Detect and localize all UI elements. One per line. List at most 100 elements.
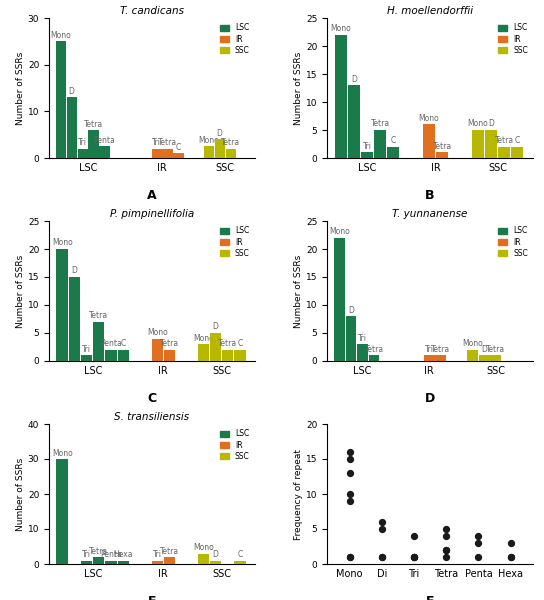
Bar (174, 154, 183, 158)
Bar (423, 124, 435, 158)
Text: Tri: Tri (425, 345, 434, 354)
Bar (369, 355, 380, 361)
Point (474, 552, 483, 562)
Text: Tetra: Tetra (432, 142, 452, 151)
Text: D: D (69, 87, 75, 96)
Title: T. candicans: T. candicans (120, 6, 184, 16)
Bar (335, 35, 347, 158)
Point (345, 447, 354, 457)
Bar (226, 149, 236, 158)
Text: Tetra: Tetra (160, 547, 179, 556)
Bar (479, 355, 490, 361)
Text: D: D (71, 266, 77, 275)
Point (410, 552, 418, 562)
Bar (57, 249, 68, 361)
Point (410, 531, 418, 541)
Bar (472, 130, 484, 158)
Bar (498, 147, 510, 158)
Bar (203, 146, 214, 158)
Point (442, 545, 450, 555)
Point (506, 552, 515, 562)
Point (345, 468, 354, 478)
Point (506, 538, 515, 548)
Text: Tri: Tri (363, 142, 372, 151)
Legend: LSC, IR, SSC: LSC, IR, SSC (496, 22, 529, 56)
Text: Penta: Penta (100, 339, 122, 348)
Text: Tetra: Tetra (364, 345, 384, 354)
Bar (152, 149, 162, 158)
Bar (467, 350, 478, 361)
Bar (485, 130, 497, 158)
Y-axis label: Number of SSRs: Number of SSRs (294, 52, 303, 125)
Bar (89, 130, 98, 158)
Point (474, 531, 483, 541)
Text: A: A (147, 189, 157, 202)
Bar (348, 85, 360, 158)
Text: Tri: Tri (82, 345, 91, 354)
Text: Mono: Mono (462, 339, 483, 348)
Bar (106, 350, 117, 361)
Bar (210, 333, 221, 361)
Point (442, 524, 450, 534)
Bar (435, 355, 446, 361)
Bar (69, 277, 80, 361)
Bar (57, 459, 68, 564)
Y-axis label: Number of SSRs: Number of SSRs (16, 457, 25, 530)
Point (345, 454, 354, 464)
Point (474, 538, 483, 548)
Text: Tetra: Tetra (486, 345, 505, 354)
Bar (106, 560, 117, 564)
Bar (151, 338, 163, 361)
Bar (164, 350, 175, 361)
Bar (100, 146, 109, 158)
Text: Tetra: Tetra (89, 547, 108, 556)
Point (345, 552, 354, 562)
Bar (118, 350, 129, 361)
Text: C: C (121, 339, 126, 348)
Point (410, 552, 418, 562)
Text: Mono: Mono (51, 31, 71, 40)
Text: Tetra: Tetra (494, 136, 514, 145)
Text: B: B (425, 189, 435, 202)
Text: C: C (176, 143, 181, 152)
Point (442, 545, 450, 555)
Text: Mono: Mono (147, 328, 168, 337)
Text: Mono: Mono (52, 449, 72, 458)
Bar (78, 149, 88, 158)
Bar (424, 355, 435, 361)
Text: D: D (488, 119, 494, 128)
Title: T. yunnanense: T. yunnanense (392, 209, 468, 219)
Text: C: C (515, 136, 520, 145)
Point (410, 552, 418, 562)
Legend: LSC, IR, SSC: LSC, IR, SSC (218, 428, 251, 463)
Text: Mono: Mono (419, 114, 440, 123)
Text: Tetra: Tetra (218, 339, 237, 348)
Text: D: D (351, 74, 357, 83)
Y-axis label: Number of SSRs: Number of SSRs (16, 254, 25, 328)
Bar (163, 149, 172, 158)
Bar (387, 147, 399, 158)
Bar (118, 560, 129, 564)
Bar (81, 560, 92, 564)
Legend: LSC, IR, SSC: LSC, IR, SSC (496, 225, 529, 259)
Text: Mono: Mono (199, 136, 219, 145)
Point (345, 489, 354, 499)
Title: P. pimpinellifolia: P. pimpinellifolia (110, 209, 194, 219)
Text: C: C (147, 392, 157, 405)
Text: Tri: Tri (82, 550, 91, 559)
Text: C: C (237, 550, 243, 559)
Y-axis label: Number of SSRs: Number of SSRs (16, 52, 25, 125)
Text: Tetra: Tetra (89, 311, 108, 320)
Point (442, 531, 450, 541)
Text: E: E (148, 595, 156, 600)
Text: Mono: Mono (52, 238, 72, 247)
Point (442, 552, 450, 562)
Text: Tri: Tri (153, 550, 162, 559)
Text: Mono: Mono (193, 544, 214, 553)
Point (506, 552, 515, 562)
Text: D: D (425, 392, 435, 405)
Legend: LSC, IR, SSC: LSC, IR, SSC (218, 225, 251, 259)
Point (378, 552, 386, 562)
Y-axis label: Number of SSRs: Number of SSRs (294, 254, 303, 328)
Text: Tetra: Tetra (160, 339, 179, 348)
